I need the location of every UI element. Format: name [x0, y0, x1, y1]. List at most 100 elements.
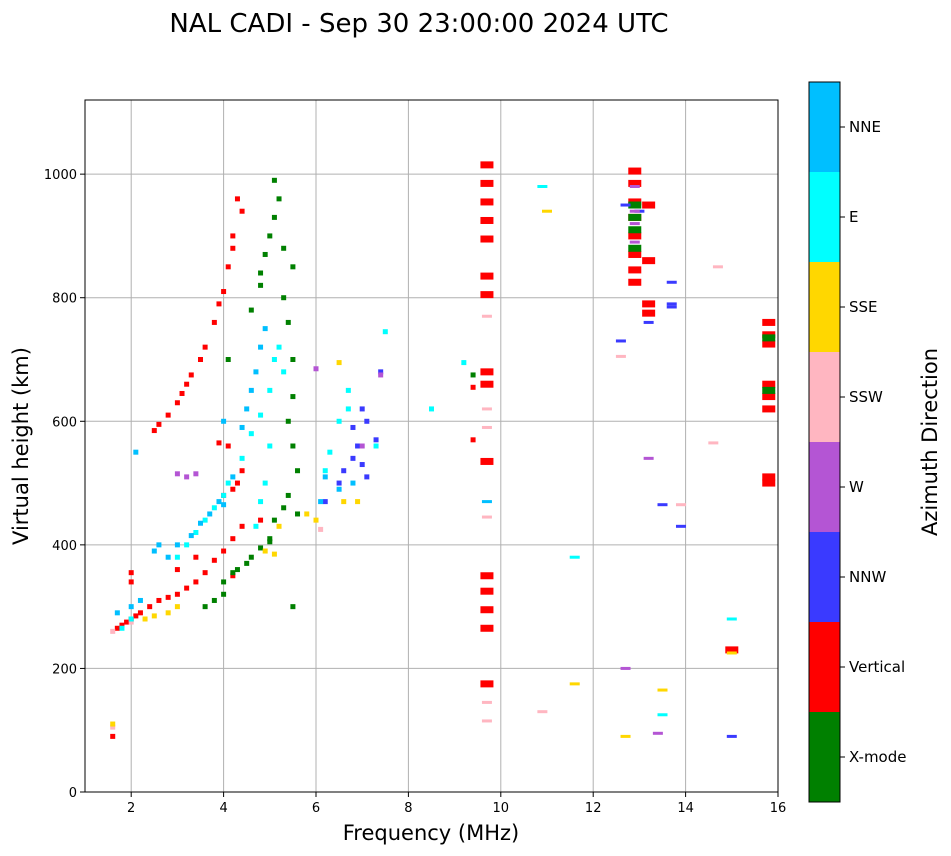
- data-point-x-mode: [267, 536, 273, 542]
- data-point-vertical: [480, 235, 494, 243]
- data-point-ssw: [675, 503, 686, 507]
- data-point-w: [174, 471, 180, 477]
- data-point-e: [202, 517, 208, 523]
- data-point-ssw: [318, 526, 324, 532]
- data-point-nnw: [341, 468, 347, 474]
- data-point-nne: [350, 480, 356, 486]
- data-point-x-mode: [267, 233, 273, 239]
- data-point-vertical: [642, 257, 656, 265]
- data-point-x-mode: [628, 201, 642, 209]
- data-point-nnw: [359, 462, 365, 468]
- data-point-vertical: [137, 610, 143, 616]
- data-point-vertical: [258, 517, 264, 523]
- x-tick-label: 16: [770, 801, 787, 816]
- data-point-vertical: [480, 368, 494, 376]
- data-point-vertical: [221, 289, 227, 295]
- data-point-e: [537, 185, 548, 188]
- data-point-w: [378, 372, 384, 378]
- data-point-vertical: [225, 264, 231, 270]
- data-point-vertical: [230, 486, 236, 492]
- data-point-x-mode: [470, 372, 476, 378]
- data-point-vertical: [124, 619, 130, 625]
- data-point-e: [276, 344, 282, 350]
- data-point-w: [629, 222, 640, 226]
- data-point-nne: [221, 418, 227, 424]
- data-point-sse: [110, 721, 116, 727]
- data-point-sse: [174, 604, 180, 610]
- data-point-sse: [313, 517, 319, 523]
- data-point-vertical: [762, 380, 776, 388]
- data-point-nne: [253, 369, 259, 375]
- data-point-vertical: [230, 573, 236, 579]
- data-point-ssw: [481, 515, 492, 519]
- colorbar-label: X-mode: [849, 748, 906, 766]
- data-point-x-mode: [271, 517, 277, 523]
- data-point-sse: [142, 616, 148, 622]
- data-point-nnw: [666, 305, 677, 309]
- data-point-vertical: [628, 232, 642, 240]
- data-point-vertical: [239, 208, 245, 214]
- colorbar-frame: [808, 81, 841, 803]
- data-point-vertical: [174, 400, 180, 406]
- data-point-e: [345, 387, 351, 393]
- data-point-nne: [244, 406, 250, 412]
- data-point-ssw: [537, 710, 548, 714]
- data-point-vertical: [147, 604, 153, 610]
- data-point-x-mode: [281, 505, 287, 511]
- data-point-nne: [322, 474, 328, 480]
- data-point-e: [373, 443, 379, 449]
- data-point-x-mode: [290, 357, 296, 362]
- data-point-ssw: [110, 628, 116, 634]
- data-point-nnw: [657, 503, 668, 507]
- data-point-ssw: [481, 719, 492, 723]
- data-point-nnw: [373, 437, 379, 443]
- data-point-vertical: [165, 412, 171, 418]
- data-point-sse: [271, 551, 277, 557]
- data-point-vertical: [216, 301, 222, 307]
- data-point-w: [313, 366, 319, 372]
- data-point-x-mode: [290, 443, 296, 449]
- data-point-vertical: [128, 570, 134, 576]
- data-point-sse: [657, 688, 668, 692]
- data-point-vertical: [239, 523, 245, 529]
- data-point-e: [184, 542, 190, 548]
- data-point-nne: [133, 449, 139, 455]
- data-point-e: [174, 554, 180, 560]
- data-point-e: [225, 480, 231, 486]
- data-point-w: [629, 185, 640, 188]
- data-point-e: [267, 443, 273, 449]
- data-point-x-mode: [258, 545, 264, 551]
- data-point-vertical: [156, 421, 162, 427]
- data-point-nne: [239, 424, 245, 430]
- data-point-vertical: [480, 179, 494, 187]
- data-point-vertical: [470, 437, 476, 443]
- data-point-sse: [165, 610, 171, 616]
- data-point-ssw: [481, 700, 492, 704]
- data-point-x-mode: [221, 579, 227, 585]
- data-point-vertical: [119, 622, 125, 628]
- chart-title: NAL CADI - Sep 30 23:00:00 2024 UTC: [169, 9, 668, 39]
- data-point-nne: [318, 499, 324, 505]
- data-point-e: [281, 369, 287, 375]
- data-point-x-mode: [290, 604, 296, 610]
- data-point-vertical: [110, 733, 116, 739]
- data-point-vertical: [725, 646, 739, 654]
- data-point-ssw: [708, 441, 719, 445]
- data-point-x-mode: [234, 567, 240, 573]
- data-point-x-mode: [762, 386, 776, 394]
- x-tick-label: 12: [585, 801, 602, 816]
- data-point-x-mode: [248, 554, 254, 560]
- data-point-vertical: [165, 594, 171, 600]
- plot-frame: [84, 99, 779, 793]
- data-point-vertical: [128, 579, 134, 585]
- colorbar-label: NNE: [849, 118, 881, 136]
- data-point-sse: [151, 613, 157, 619]
- data-point-e: [193, 530, 199, 535]
- data-point-nne: [221, 502, 227, 508]
- data-point-vertical: [234, 480, 240, 486]
- data-point-nnw: [355, 443, 361, 449]
- data-point-sse: [336, 360, 342, 366]
- data-point-nne: [258, 344, 264, 350]
- data-point-nne: [137, 597, 143, 603]
- data-point-vertical: [762, 473, 776, 481]
